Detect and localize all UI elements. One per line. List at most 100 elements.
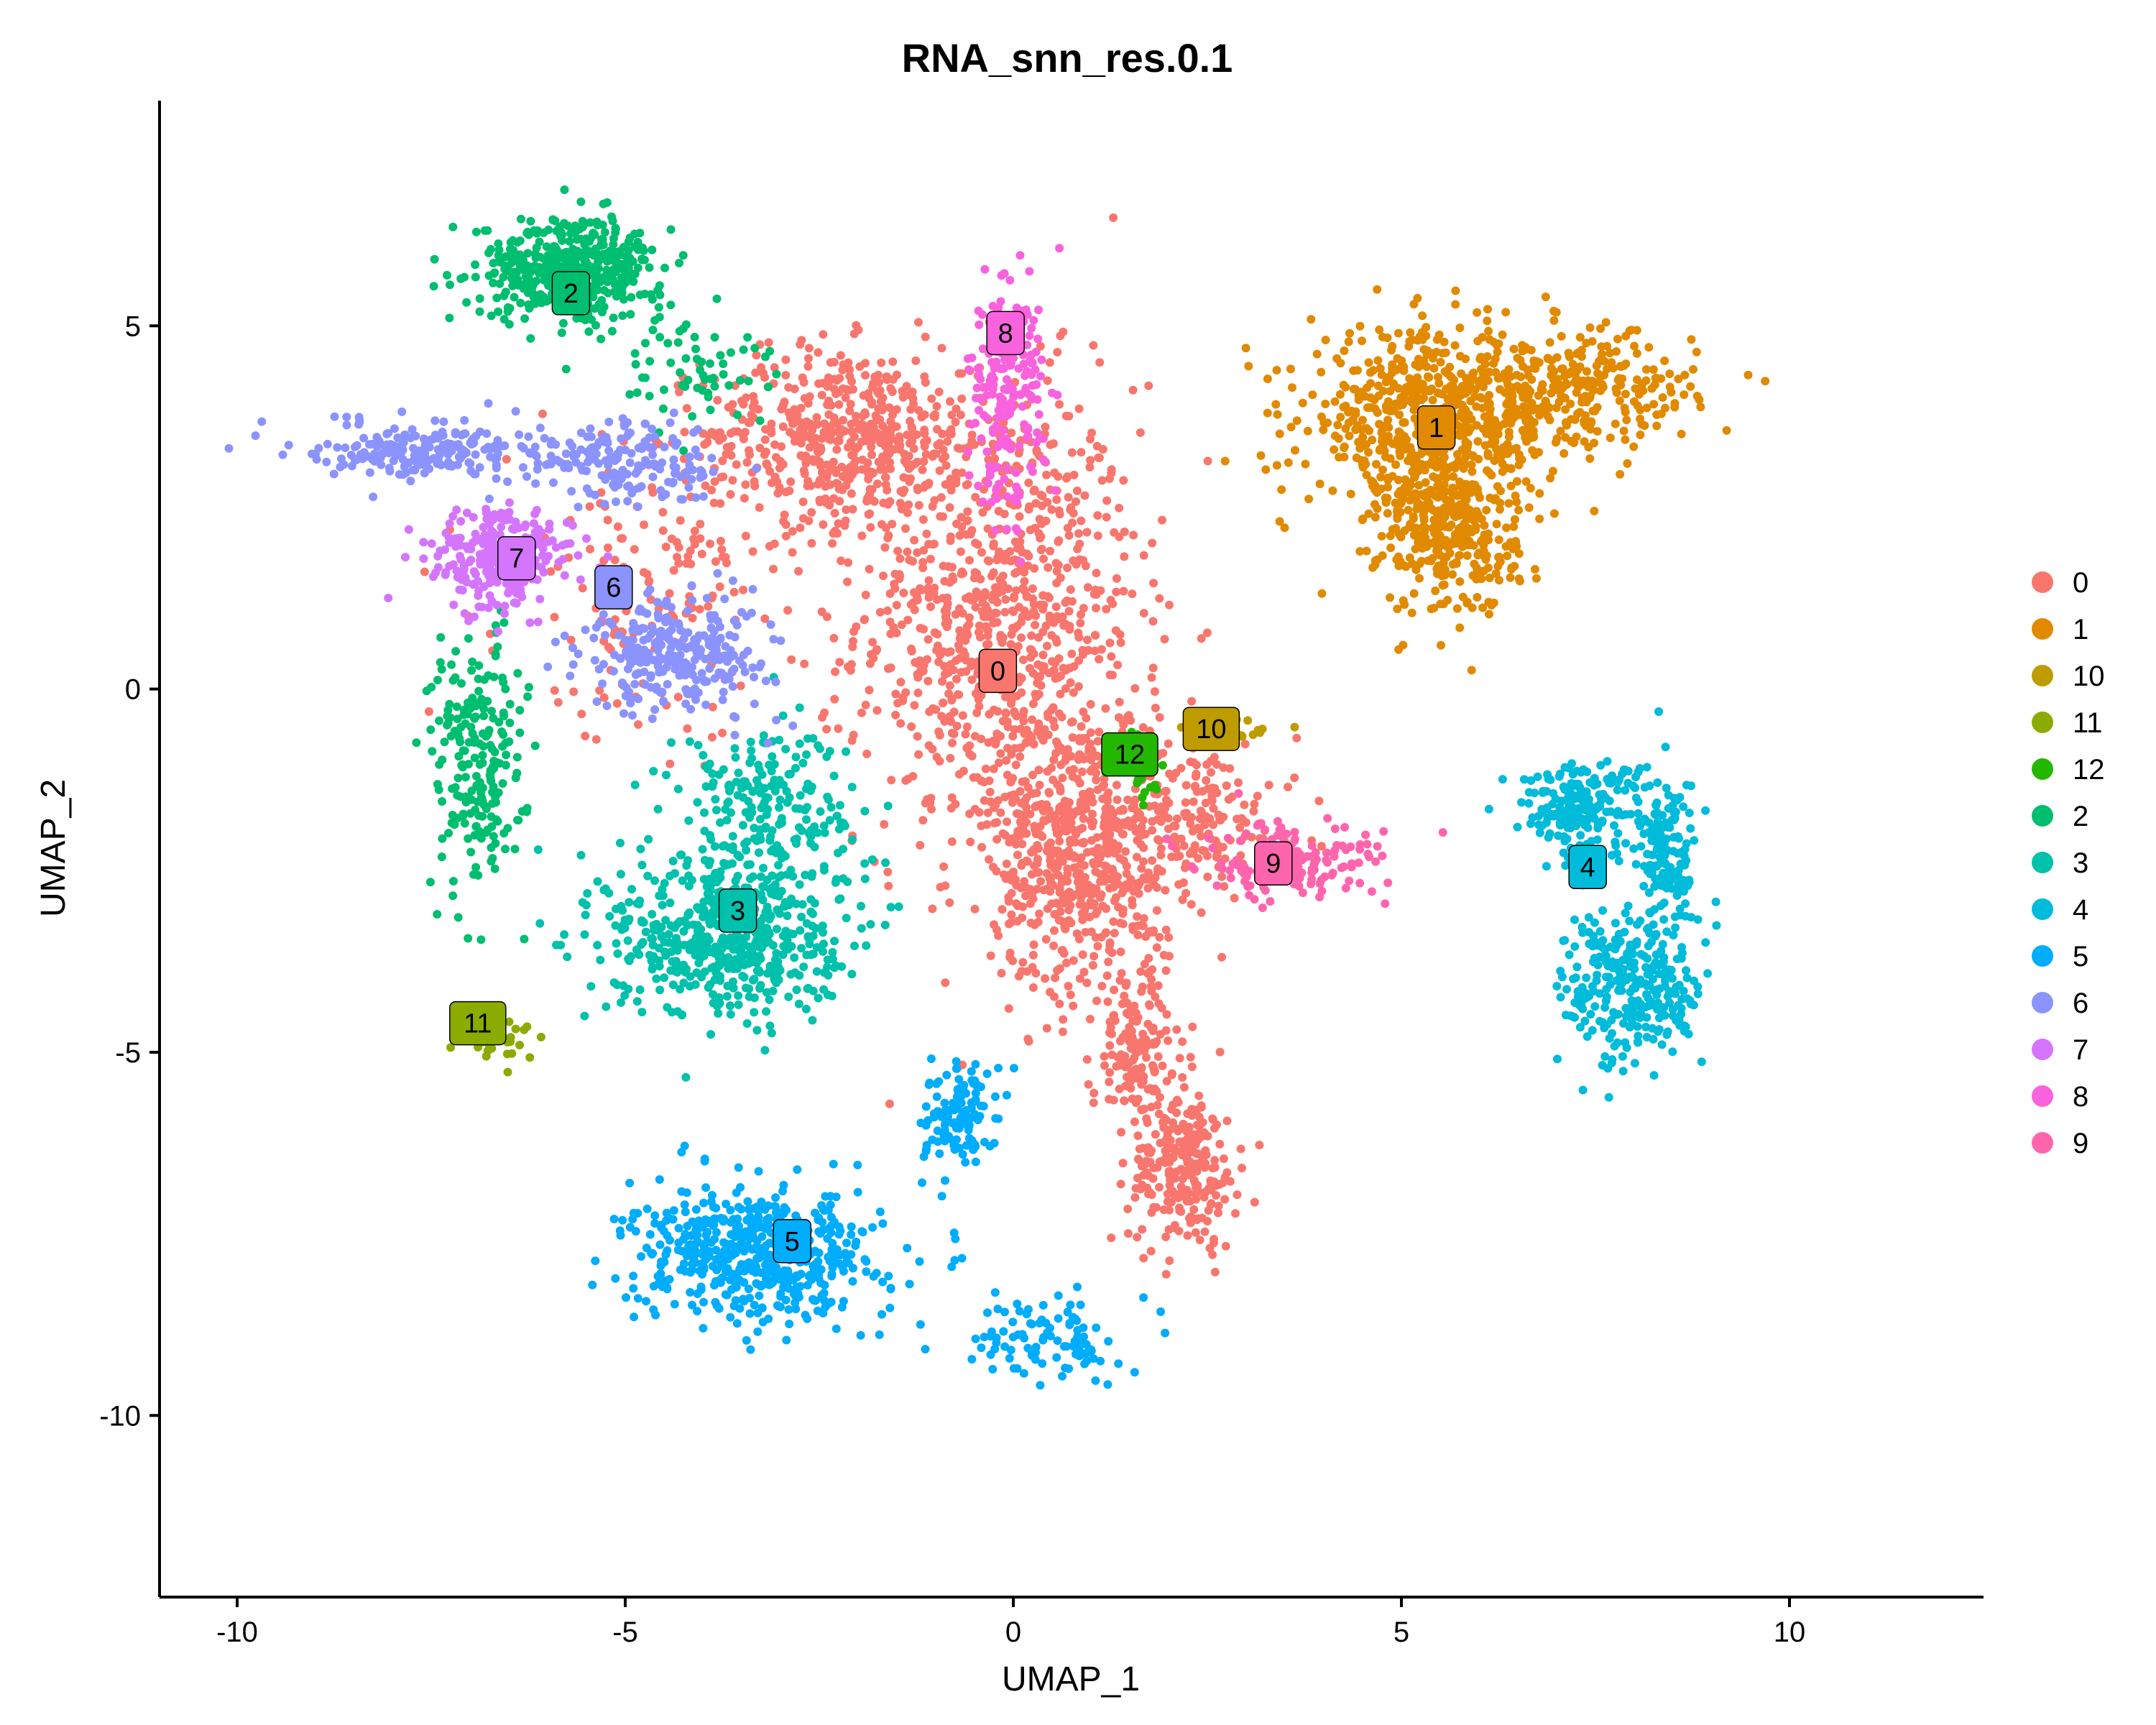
data-point (814, 379, 824, 388)
data-point (515, 728, 525, 737)
data-point (1051, 602, 1061, 612)
data-point (1137, 864, 1146, 873)
data-point (1452, 461, 1462, 470)
data-point (502, 750, 511, 760)
data-point (831, 667, 840, 676)
data-point (1217, 952, 1227, 962)
data-point (1417, 460, 1427, 469)
data-point (982, 820, 992, 829)
data-point (761, 447, 770, 456)
data-point (1146, 1246, 1156, 1256)
data-point (1355, 443, 1365, 453)
data-point (934, 387, 944, 397)
data-point (1547, 389, 1556, 397)
data-point (1193, 1162, 1202, 1171)
data-point (1128, 896, 1137, 905)
data-point (1207, 1199, 1216, 1208)
data-point (1194, 854, 1203, 863)
data-point (1393, 512, 1402, 521)
data-point (1189, 1176, 1199, 1185)
data-point (1123, 1205, 1133, 1213)
data-point (1516, 410, 1525, 420)
data-point (641, 339, 650, 348)
data-point (898, 392, 908, 402)
data-point (1052, 638, 1061, 647)
data-point (800, 659, 809, 668)
data-point (678, 251, 688, 260)
data-point (1407, 608, 1416, 617)
data-point (1409, 589, 1419, 598)
data-point (1474, 567, 1483, 576)
data-point (1451, 300, 1460, 309)
data-point (1090, 646, 1100, 656)
data-point (781, 487, 791, 497)
data-point (600, 228, 609, 237)
data-point (1173, 814, 1181, 824)
data-point (1531, 574, 1541, 583)
data-point (1496, 557, 1505, 566)
data-point (1521, 433, 1530, 442)
data-point (749, 413, 758, 423)
data-point (1201, 1146, 1210, 1155)
data-point (1308, 390, 1317, 400)
data-point (1208, 1115, 1217, 1124)
data-point (505, 737, 514, 746)
data-point (1477, 364, 1485, 374)
data-point (914, 750, 923, 759)
data-point (1022, 818, 1031, 827)
data-point (682, 404, 691, 413)
data-point (977, 842, 987, 852)
data-point (1141, 1035, 1151, 1044)
data-point (971, 538, 980, 548)
data-point (786, 428, 794, 437)
data-point (1541, 293, 1550, 301)
data-point (487, 311, 496, 321)
data-point (489, 278, 498, 288)
data-point (1341, 401, 1350, 410)
data-point (1012, 586, 1021, 595)
data-point (1680, 390, 1689, 400)
data-point (928, 745, 937, 754)
data-point (797, 336, 806, 345)
data-point (1062, 958, 1071, 967)
data-point (1175, 1137, 1184, 1146)
data-point (493, 642, 502, 651)
data-point (516, 298, 525, 308)
data-point (1118, 1061, 1127, 1070)
data-point (1044, 788, 1054, 797)
data-point (910, 588, 918, 597)
data-point (1199, 1192, 1209, 1202)
series-0 (420, 213, 1326, 1279)
data-point (1222, 1116, 1232, 1126)
data-point (1155, 713, 1164, 722)
data-point (1181, 1171, 1189, 1180)
data-point (645, 392, 654, 400)
data-point (1466, 396, 1475, 405)
data-point (453, 913, 463, 922)
data-point (777, 442, 786, 451)
data-point (983, 808, 992, 817)
data-point (1007, 428, 1016, 438)
data-point (941, 978, 950, 988)
data-point (1521, 343, 1530, 351)
data-point (1510, 515, 1519, 524)
data-point (1128, 1094, 1137, 1103)
data-point (1238, 815, 1247, 824)
data-point (849, 450, 858, 459)
data-point (1079, 967, 1089, 977)
data-point (1519, 402, 1528, 411)
data-point (1364, 448, 1373, 457)
data-point (1202, 776, 1211, 785)
data-point (1393, 604, 1402, 614)
data-point (523, 692, 533, 702)
data-point (1142, 1156, 1151, 1166)
data-point (1406, 328, 1415, 337)
data-point (1139, 1254, 1148, 1263)
data-point (467, 786, 476, 796)
data-point (506, 238, 515, 247)
data-point (1355, 547, 1365, 556)
data-point (1153, 1052, 1163, 1061)
data-point (1439, 469, 1448, 479)
data-point (654, 303, 663, 312)
data-point (1165, 1205, 1174, 1215)
